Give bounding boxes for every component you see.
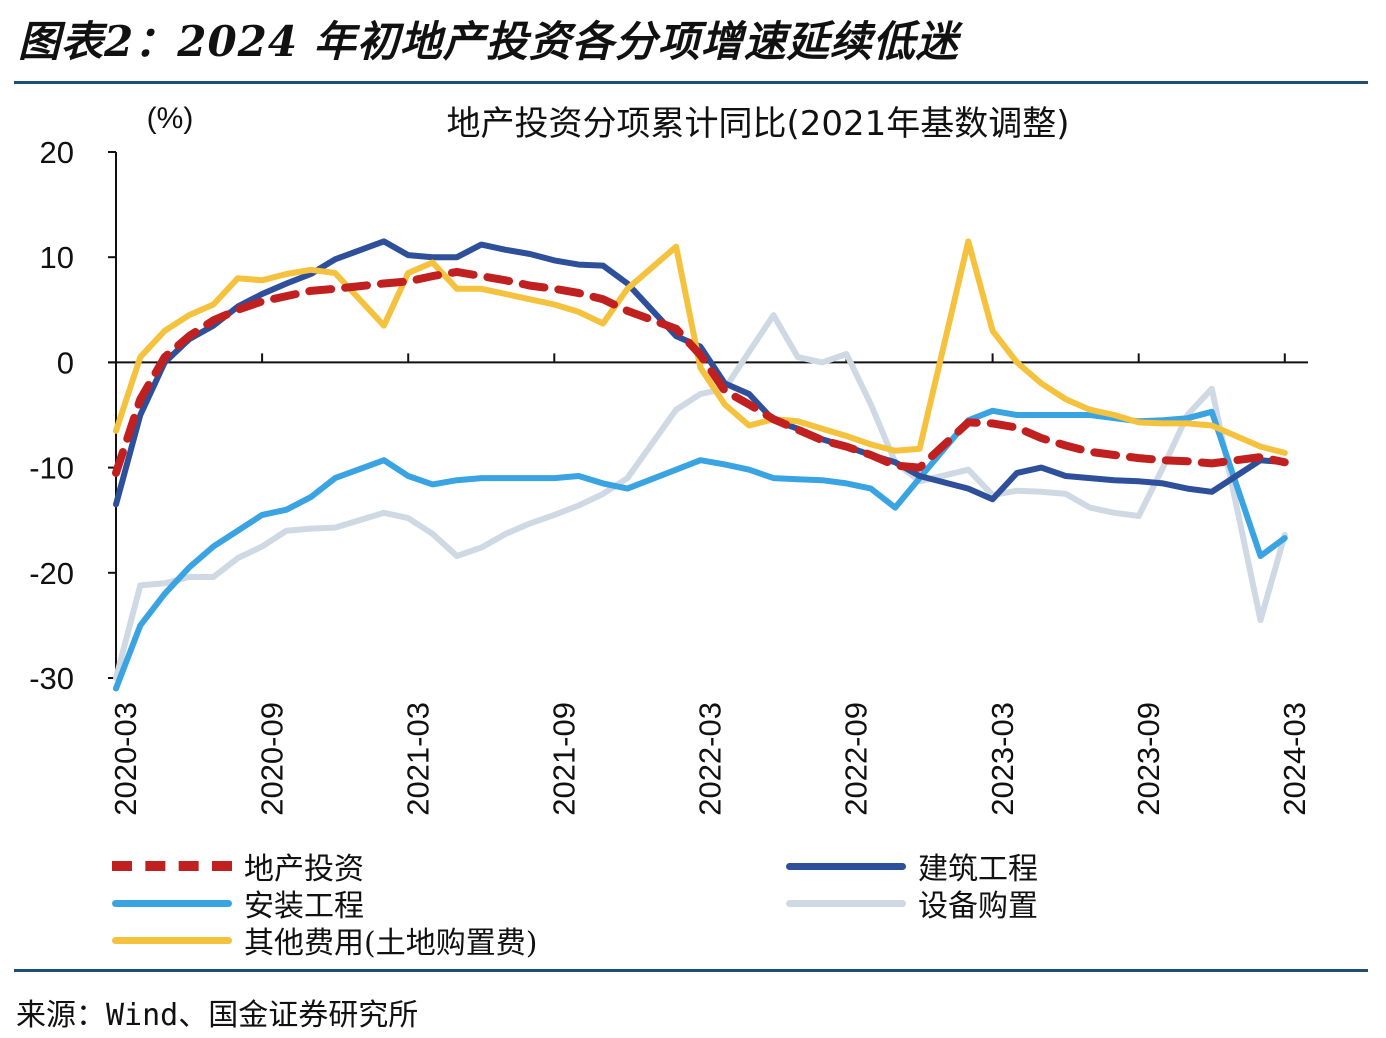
legend-swatch [112,899,232,907]
legend-swatch [786,862,906,870]
series-construction [113,238,1288,508]
legend: 地产投资 安装工程 其他费用(土地购置费) 建筑工程 设备购置 [0,848,1386,968]
x-tick-label: 2022-09 [839,702,874,816]
y-tick-label: -10 [29,451,74,486]
y-tick-label: 10 [40,240,74,275]
legend-swatch [112,861,232,871]
y-tick-label: 20 [40,135,74,170]
figure-title: 图表2：2024 年初地产投资各分项增速延续低迷 [18,17,959,66]
y-tick-label: -30 [29,661,74,696]
y-axis-unit-label: (%) [147,102,194,135]
source-note: 来源：Wind、国金证券研究所 [16,998,419,1033]
legend-swatch [786,899,906,907]
legend-item-construction: 建筑工程 [786,848,1038,887]
line-chart: 地产投资分项累计同比(2021年基数调整) (%) 20 10 0 -10 -20 -30… [29,102,1312,816]
legend-label: 其他费用(土地购置费) [244,926,538,961]
x-tick-label: 2021-03 [400,702,435,816]
x-tick-label: 2020-03 [108,702,143,816]
legend-item-equipment: 设备购置 [786,885,1038,924]
x-tick-label: 2020-09 [254,702,289,816]
series-layer [112,238,1289,692]
series-real-estate-investment [112,267,1289,477]
series-equipment [113,312,1288,681]
x-tick-label: 2023-03 [985,702,1020,816]
series-line [113,238,1288,456]
legend-label: 设备购置 [918,889,1038,924]
bottom-divider [14,969,1368,972]
series-line [113,238,1288,508]
series-other-expenses [113,238,1288,456]
series-line [113,407,1288,692]
x-tick-label: 2022-03 [693,702,728,816]
x-tick-label: 2024-03 [1277,702,1312,816]
legend-label: 安装工程 [244,889,364,924]
series-installation [113,407,1288,692]
series-line [113,312,1288,681]
axes: 20 10 0 -10 -20 -30 2020-03 2020-09 2021-03 2021-… [29,135,1312,816]
legend-swatch [112,936,232,944]
legend-item-real-estate-investment: 地产投资 [112,848,364,887]
top-divider [14,81,1368,84]
y-tick-label: -20 [29,556,74,591]
chart-title: 地产投资分项累计同比(2021年基数调整) [446,104,1069,144]
legend-item-installation: 安装工程 [112,885,364,924]
legend-label: 建筑工程 [918,852,1038,887]
legend-item-other-expenses: 其他费用(土地购置费) [112,922,537,961]
legend-label: 地产投资 [244,852,364,887]
x-tick-label: 2021-09 [546,702,581,816]
y-tick-label: 0 [57,345,74,380]
series-line [112,267,1289,477]
x-tick-label: 2023-09 [1131,702,1166,816]
